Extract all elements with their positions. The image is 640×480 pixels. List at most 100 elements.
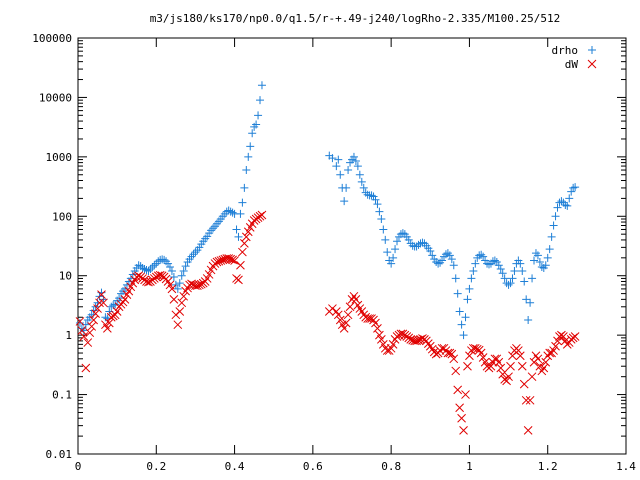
x-tick-label: 1.4 (616, 460, 636, 473)
data-point (449, 261, 458, 270)
legend-label-dW: dW (565, 58, 579, 71)
data-point (150, 261, 159, 270)
data-point (336, 170, 345, 179)
data-point (437, 343, 447, 353)
data-point (398, 229, 407, 238)
data-point (388, 339, 398, 349)
data-point (238, 247, 247, 257)
data-point (91, 309, 100, 318)
data-point (410, 336, 419, 346)
data-point (393, 237, 402, 246)
data-point (475, 251, 484, 260)
legend-label-drho: drho (552, 44, 579, 57)
y-tick-label: 1000 (46, 151, 73, 164)
data-point (445, 348, 455, 358)
data-point (175, 307, 185, 316)
data-point (179, 267, 188, 276)
x-tick-label: 1.2 (538, 460, 558, 473)
data-point (389, 253, 398, 262)
data-point (557, 197, 566, 206)
y-tick-label: 10 (59, 270, 72, 283)
series-layer (75, 81, 580, 435)
data-point (160, 255, 169, 264)
data-point (341, 318, 351, 328)
data-point (545, 348, 555, 358)
data-point (351, 157, 360, 166)
data-point (104, 318, 114, 328)
data-point (195, 243, 204, 252)
data-point (359, 183, 368, 192)
data-point (504, 372, 513, 382)
data-point (457, 320, 466, 329)
data-point (241, 232, 251, 242)
y-tick-label: 0.01 (46, 448, 73, 461)
data-point (449, 354, 459, 364)
data-point (128, 270, 137, 279)
data-point (101, 313, 110, 322)
data-point (254, 111, 263, 120)
data-point (373, 324, 382, 333)
data-point (426, 247, 435, 256)
data-point (371, 195, 380, 204)
data-point (496, 264, 505, 273)
data-point (545, 245, 554, 254)
data-point (177, 298, 187, 308)
data-point (83, 338, 93, 347)
data-point (375, 207, 384, 216)
data-point (563, 201, 572, 210)
data-point (459, 425, 468, 435)
data-point (339, 324, 349, 333)
data-point (471, 259, 480, 268)
data-point (447, 349, 457, 359)
data-point (79, 326, 88, 335)
data-point (369, 192, 378, 201)
data-point (240, 239, 249, 248)
data-point (569, 183, 578, 192)
data-point (344, 166, 353, 175)
data-point (179, 291, 189, 301)
data-point (498, 369, 508, 379)
data-point (477, 250, 486, 259)
data-point (377, 334, 386, 344)
data-point (494, 261, 503, 270)
data-point (87, 322, 97, 331)
data-point (553, 203, 562, 212)
data-point (142, 277, 151, 286)
y-tick-label: 10000 (39, 91, 72, 104)
data-point (97, 288, 106, 297)
series-dW (75, 210, 580, 435)
data-point (120, 295, 130, 304)
data-point (164, 259, 173, 268)
data-point (342, 183, 351, 192)
data-point (524, 315, 533, 324)
data-point (191, 248, 200, 257)
data-point (357, 177, 366, 186)
data-point (531, 249, 540, 258)
data-point (328, 154, 337, 163)
data-point (567, 187, 576, 196)
data-point (517, 361, 527, 371)
data-point (447, 255, 456, 264)
data-point (465, 284, 474, 293)
data-point (120, 284, 129, 293)
data-point (565, 194, 574, 203)
y-tick-label: 100000 (32, 32, 72, 45)
data-point (476, 348, 486, 358)
data-point (391, 245, 400, 254)
data-point (377, 215, 386, 224)
data-point (169, 295, 179, 304)
data-point (438, 256, 447, 265)
data-point (461, 390, 470, 399)
data-point (416, 334, 425, 344)
data-point (465, 351, 474, 361)
data-point (343, 310, 353, 320)
data-point (345, 302, 355, 312)
data-point (510, 267, 519, 276)
data-point (144, 267, 153, 276)
data-point (333, 310, 343, 320)
data-point (551, 212, 560, 221)
data-point (543, 253, 552, 262)
data-point (189, 250, 198, 259)
data-point (332, 162, 341, 171)
